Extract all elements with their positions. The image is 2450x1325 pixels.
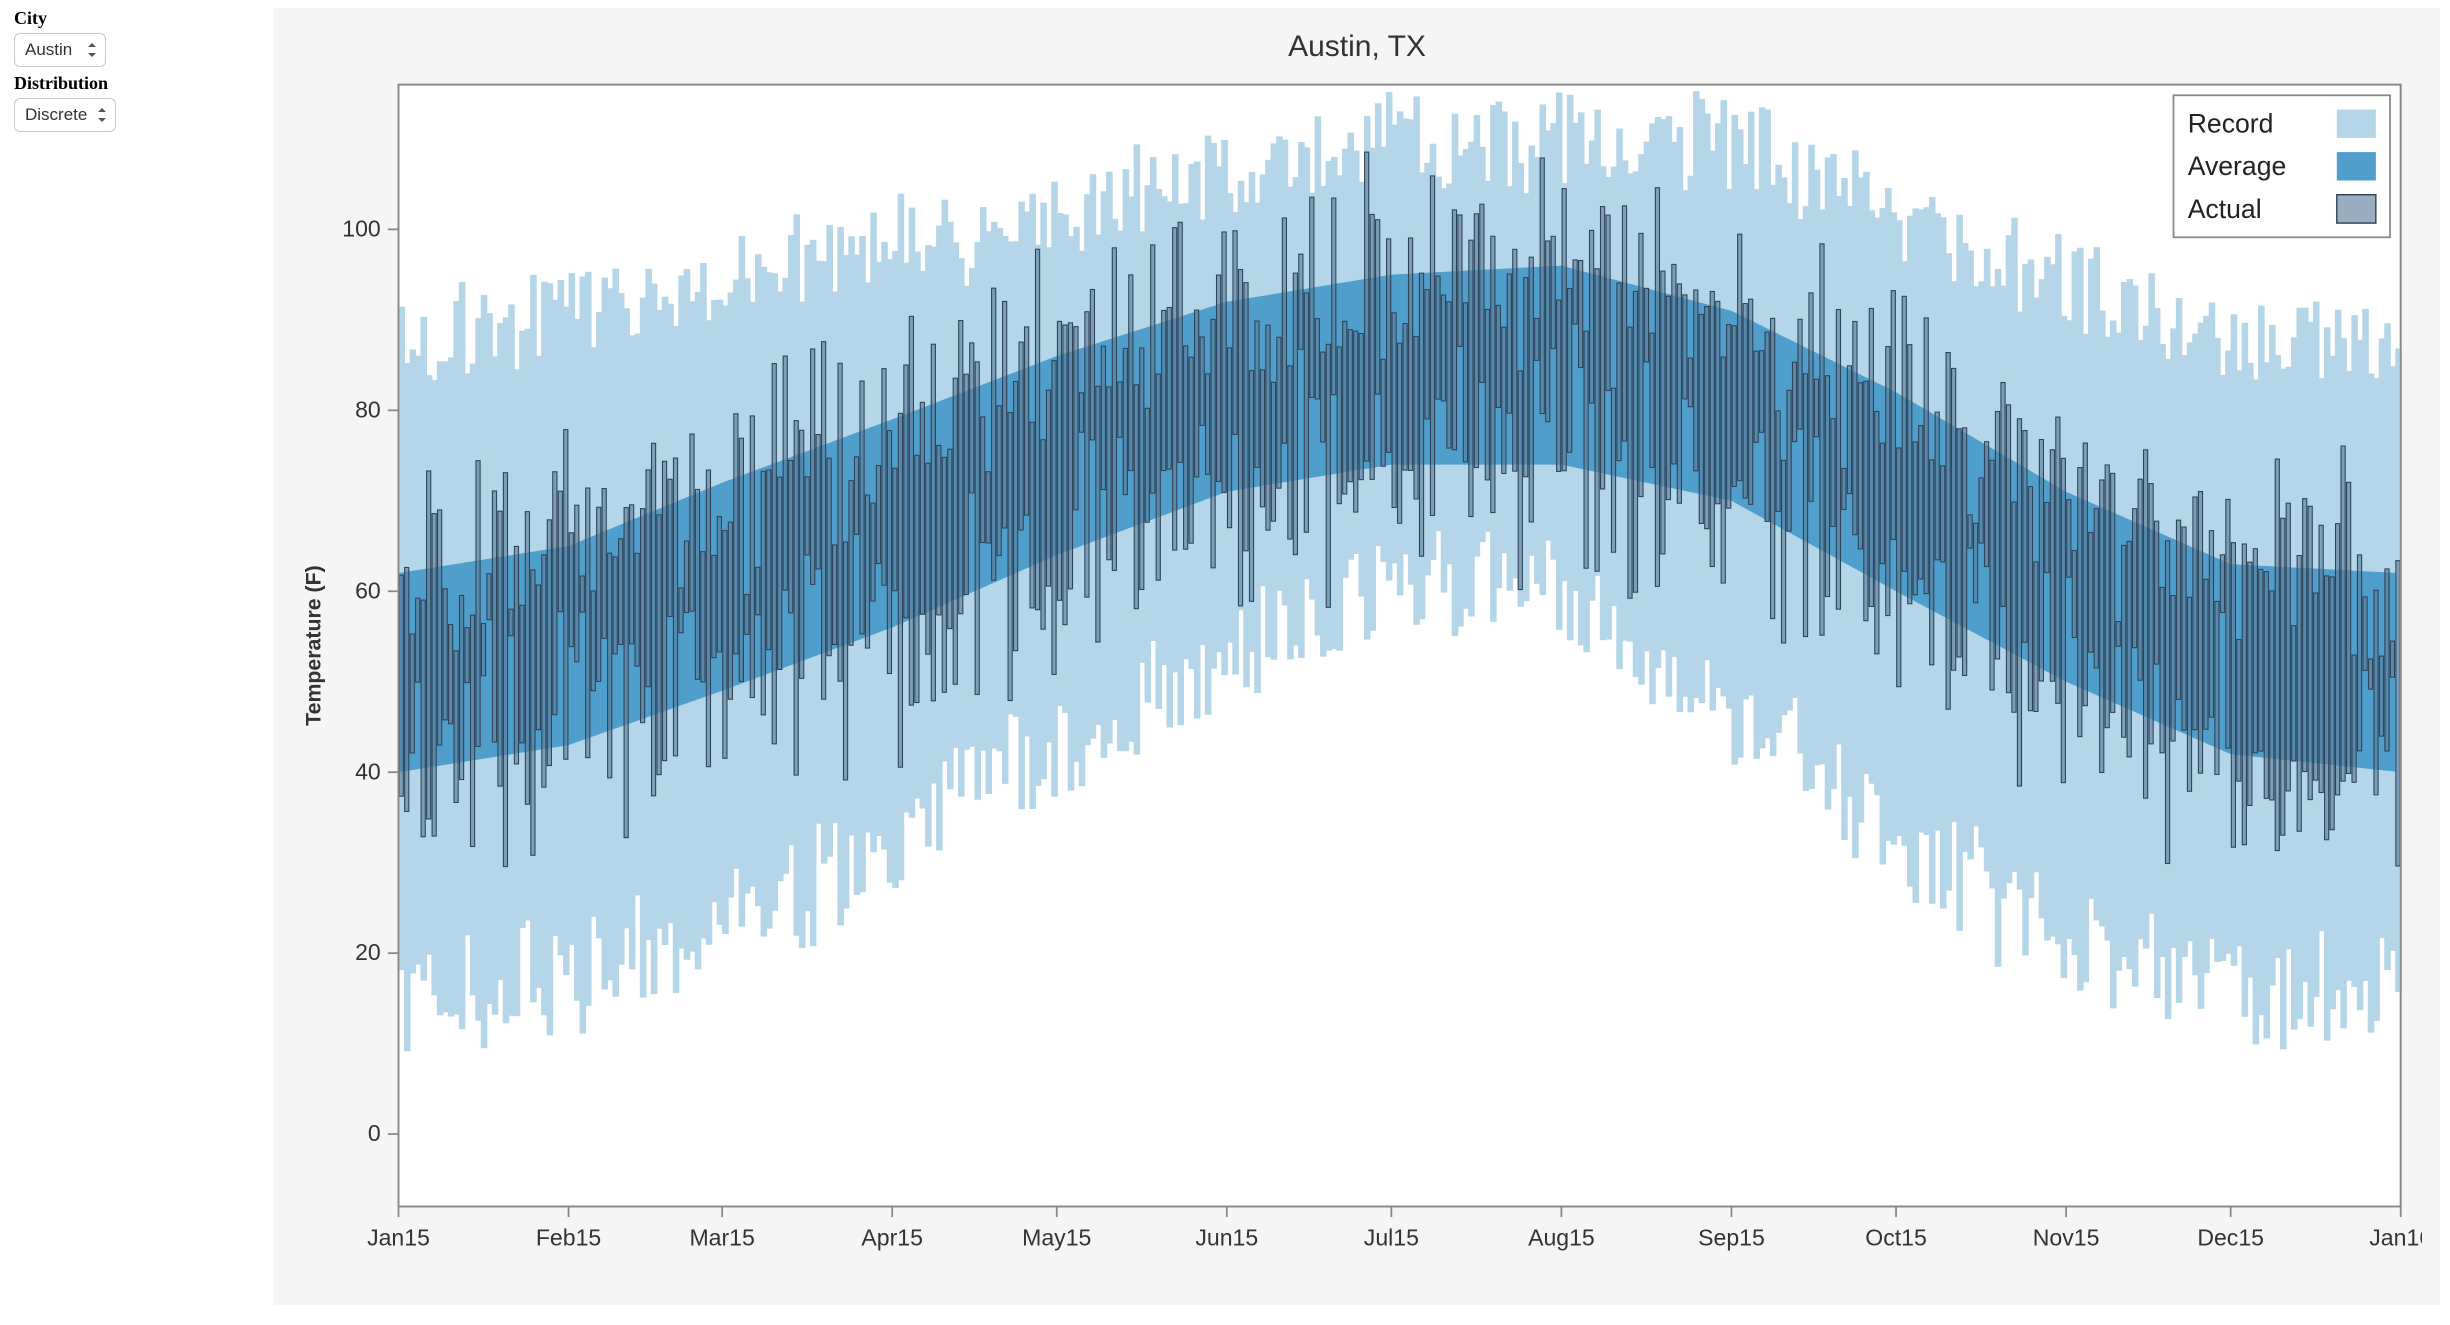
svg-text:40: 40 (355, 758, 381, 784)
city-control: City Austin (14, 8, 254, 67)
chevron-updown-icon (87, 44, 97, 56)
svg-text:Aug15: Aug15 (1528, 1225, 1595, 1251)
svg-text:Jan16: Jan16 (2369, 1225, 2422, 1251)
svg-text:Actual: Actual (2188, 194, 2262, 224)
chevron-updown-icon (97, 109, 107, 121)
svg-text:Average: Average (2188, 151, 2287, 181)
svg-text:Oct15: Oct15 (1865, 1225, 1927, 1251)
chart-title: Austin, TX (292, 30, 2422, 64)
distribution-select-value: Discrete (25, 105, 87, 125)
svg-text:Feb15: Feb15 (536, 1225, 601, 1251)
distribution-control: Distribution Discrete (14, 73, 254, 132)
svg-text:Record: Record (2188, 109, 2274, 139)
svg-text:100: 100 (342, 215, 380, 241)
svg-text:20: 20 (355, 939, 381, 965)
svg-text:Mar15: Mar15 (689, 1225, 754, 1251)
svg-text:Apr15: Apr15 (861, 1225, 923, 1251)
distribution-select[interactable]: Discrete (14, 98, 116, 132)
svg-text:Nov15: Nov15 (2033, 1225, 2100, 1251)
svg-text:Temperature (F): Temperature (F) (301, 565, 325, 726)
svg-text:Dec15: Dec15 (2197, 1225, 2264, 1251)
svg-text:Jul15: Jul15 (1364, 1225, 1419, 1251)
svg-text:Sep15: Sep15 (1698, 1225, 1765, 1251)
city-select-value: Austin (25, 40, 72, 60)
svg-text:80: 80 (355, 396, 381, 422)
controls-sidebar: City Austin Distribution Discrete (14, 8, 274, 1305)
svg-text:60: 60 (355, 577, 381, 603)
page-root: City Austin Distribution Discrete Austin… (0, 0, 2450, 1325)
distribution-label: Distribution (14, 73, 254, 94)
temperature-chart: 0 20 40 60 80 100 Temperature (F) Jan15 Feb15 Mar… (292, 74, 2422, 1281)
chart-panel: Austin, TX 0 20 40 60 80 100 Temperature (F) Ja… (274, 8, 2440, 1305)
svg-text:Jan15: Jan15 (367, 1225, 430, 1251)
svg-text:0: 0 (368, 1120, 381, 1146)
svg-text:Jun15: Jun15 (1195, 1225, 1258, 1251)
city-select[interactable]: Austin (14, 33, 106, 67)
city-label: City (14, 8, 254, 29)
svg-text:May15: May15 (1022, 1225, 1091, 1251)
